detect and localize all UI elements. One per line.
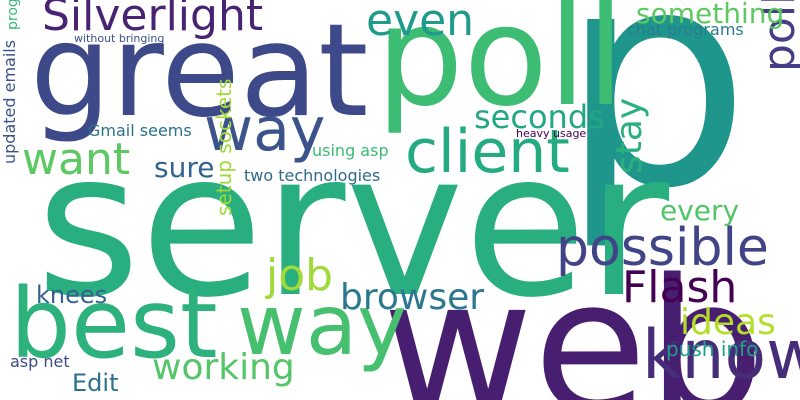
word-gmail-seems: Gmail seems	[88, 121, 192, 140]
word-even: even	[366, 0, 475, 46]
word-updated-emails: updated emails	[0, 39, 19, 164]
word-know: know	[642, 316, 800, 395]
word-stay: stay	[609, 97, 650, 174]
word-every: every	[660, 194, 740, 227]
word-ideas: ideas	[680, 302, 776, 343]
word-job: job	[266, 250, 334, 301]
word-working: working	[152, 347, 295, 388]
word-way-large: way	[237, 276, 407, 374]
word-something: something	[636, 0, 785, 30]
word-p: p	[560, 0, 751, 254]
word-push-info: push info	[666, 337, 759, 361]
word-best: best	[10, 268, 218, 380]
word-asp-net: asp net	[10, 352, 70, 371]
word-seconds: seconds	[474, 98, 605, 136]
word-server: server	[36, 109, 670, 342]
word-client: client	[405, 117, 570, 187]
word-programs-work: programs work	[5, 0, 21, 30]
word-silverlight: Silverlight	[42, 0, 264, 41]
word-edit: Edit	[72, 369, 119, 397]
word-two-technologies: two technologies	[244, 166, 381, 185]
word-chat-programs: chat programs	[627, 20, 744, 39]
word-way-medium: way	[204, 95, 326, 165]
word-setup-sockets: setup sockets	[212, 78, 236, 216]
word-poll: poll	[376, 0, 625, 137]
word-flash: Flash	[622, 262, 738, 313]
word-knees: knees	[36, 281, 108, 309]
word-sure: sure	[154, 151, 215, 184]
word-using-asp: using asp	[312, 141, 389, 160]
word-possible: possible	[556, 218, 769, 278]
word-great: great	[30, 0, 369, 146]
word-want: want	[22, 134, 131, 185]
word-without-bringing: without bringing	[74, 32, 165, 45]
word-web: web	[382, 239, 765, 400]
word-heavy-usage: heavy usage	[516, 127, 587, 140]
word-browser: browser	[340, 277, 485, 318]
